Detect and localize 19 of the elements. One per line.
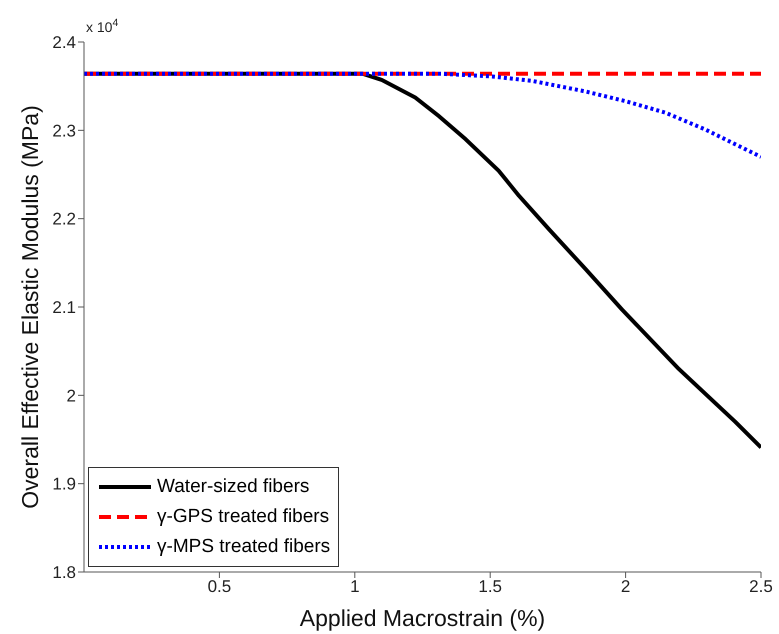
x-tick-label: 2 (620, 577, 630, 596)
legend-label: Water-sized fibers (157, 476, 310, 498)
text: x 10$^{4}$ (86, 17, 118, 35)
y-tick-label: 1.9 (52, 474, 76, 494)
x-tick-label: 0.5 (208, 577, 232, 596)
x-tick-label: 1 (350, 577, 360, 596)
legend-label: γ-GPS treated fibers (157, 506, 330, 528)
x-tick-label: 2.5 (749, 577, 773, 596)
y-tick-label: 2.3 (52, 121, 76, 140)
line-series (84, 72, 761, 159)
y-tick-label: 2.2 (52, 210, 76, 229)
legend-label: γ-MPS treated fibers (157, 536, 330, 558)
y-tick-label: 2.1 (52, 298, 76, 318)
y-tick-label: 1.8 (52, 563, 76, 582)
y-axis-title: Overall Effective Elastic Modulus (MPa) (17, 105, 44, 509)
x-tick-label: 1.5 (478, 577, 502, 596)
x-axis-title: Applied Macrostrain (%) (300, 605, 546, 631)
y-tick-label: 2.4 (52, 33, 76, 52)
y-tick-label: 2 (66, 386, 76, 406)
